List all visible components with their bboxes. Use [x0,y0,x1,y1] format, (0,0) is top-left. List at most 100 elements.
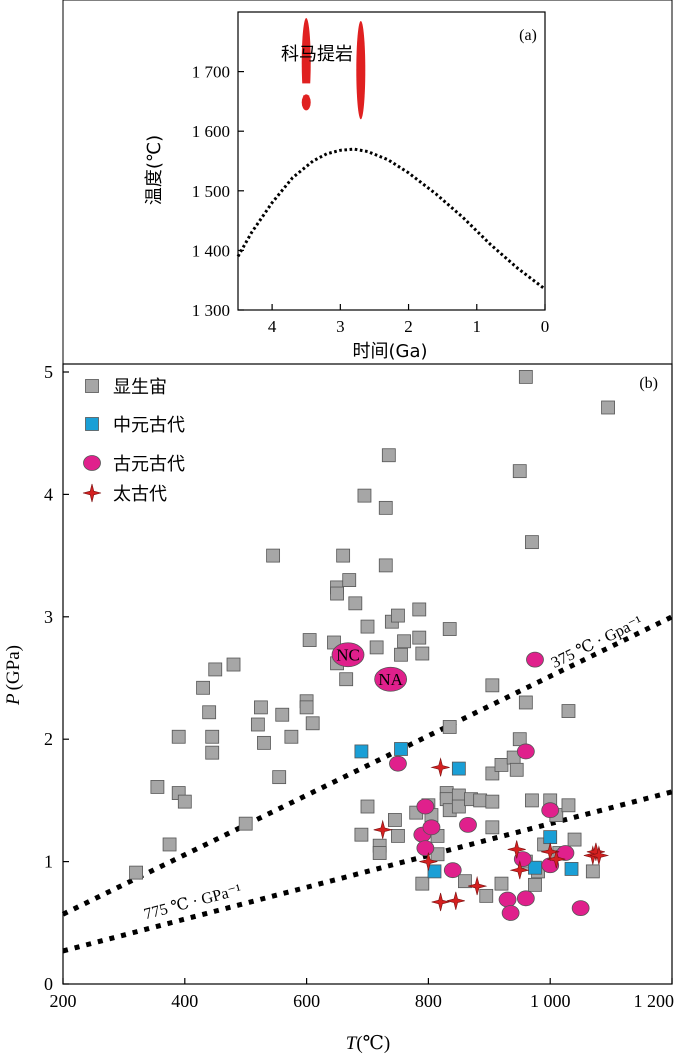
data-point-square [342,573,357,587]
data-point-square [305,716,320,731]
data-point-square [391,828,405,843]
data-point-square [394,742,408,756]
y-axis-unit: (GPa) [3,645,24,690]
data-point-circle [516,743,535,760]
x-axis-unit: (℃) [356,1033,390,1054]
data-point-circle [501,905,520,921]
y-tick-label: 1 300 [192,301,230,320]
data-point-square [272,770,287,785]
data-point-star [507,840,526,859]
legend-label: 显生宙 [113,377,167,398]
data-point-square [442,720,457,734]
x-tick-label: 1 200 [634,991,675,1011]
data-point-star [589,845,610,865]
data-point-square [171,729,186,744]
data-point-square [561,798,576,813]
data-point-square [412,630,427,645]
data-point-star [446,891,465,910]
data-point-square [369,640,384,655]
data-point-square [485,820,500,835]
data-point-square [567,832,582,847]
data-point-square [528,860,542,875]
gradient-label: 375 ℃ · Gpa⁻¹ [549,613,646,672]
data-point-circle [443,862,462,879]
data-point-square [378,558,393,573]
data-point-square [348,596,363,611]
data-point-square [208,662,223,677]
data-point-square [585,864,600,879]
komatiite-temperature-range [356,20,366,120]
data-point-square [357,488,372,503]
data-point-square [458,874,472,889]
data-point-circle [459,816,477,833]
data-point-square [485,678,500,693]
panel-b-plot-area [62,363,673,985]
x-tick-label: 1 [473,317,482,336]
data-point-star [373,819,393,839]
data-point-square [177,794,192,809]
panel-b-tag: (b) [639,375,658,392]
data-point-circle [422,819,441,836]
data-point-square [299,700,314,715]
data-point-square [336,548,351,563]
data-point-circle [516,890,535,907]
data-point-square [494,876,509,891]
y-tick-label: 1 400 [192,241,230,260]
legend-label: 中元古代 [113,415,185,436]
data-point-square [479,888,494,903]
y-axis-symbol: P [3,693,24,706]
data-point-square [543,830,558,845]
data-point-square [518,695,533,710]
data-point-star [419,852,438,871]
data-point-square [202,705,217,720]
x-tick-label: 0 [541,317,550,336]
legend-label: 太古代 [113,484,167,505]
scatter-points: NC NA [129,369,615,921]
data-point-square [162,837,177,852]
panel-a-tag: (a) [519,27,537,44]
data-point-circle [571,900,590,917]
data-point-square [257,735,271,750]
data-point-square [226,657,241,672]
data-point-square [564,862,579,876]
data-point-circle [498,891,517,908]
x-tick-label: 400 [171,991,198,1011]
data-point-square [381,448,396,463]
komatiite-ranges [300,17,366,120]
legend-label: 古元古代 [113,454,185,475]
data-point-circle [513,851,532,868]
data-point-circle [416,798,435,815]
x-tick-label: 600 [293,991,320,1011]
panel-b-axes: 200 400 600 800 1 000 1 200 0 1 2 3 4 5 [44,362,674,1011]
data-point-circle [389,755,407,772]
mantle-temperature-curve [236,147,546,291]
y-tick-label: 1 600 [192,122,230,141]
data-point-square [528,877,542,892]
y-tick-label: 0 [44,974,53,994]
x-tick-label: 1 000 [530,991,571,1011]
data-point-star [431,892,450,912]
data-point-square [561,704,576,718]
data-point-square [427,864,442,879]
panel-b-x-axis-label: T(℃) [346,1033,391,1054]
data-point-square [205,729,220,744]
data-point-square [494,758,509,772]
x-tick-label: 200 [50,991,77,1011]
data-point-square [512,464,527,479]
y-tick-label: 1 500 [192,182,230,201]
data-point-square [266,548,281,563]
y-tick-label: 1 700 [192,63,230,82]
data-point-square [525,535,539,550]
data-point-square [129,865,143,880]
data-point-square [196,680,210,695]
data-point-square [372,846,387,860]
komatiite-dot [301,94,311,111]
data-point-star [468,875,488,896]
data-point-square [302,633,317,647]
legend-marker-square [85,417,99,431]
data-point-square [339,672,354,687]
geothermal-gradient-line [62,789,673,954]
data-point-square [601,400,615,415]
panel-a-x-axis-label: 时间(Ga) [352,341,427,362]
